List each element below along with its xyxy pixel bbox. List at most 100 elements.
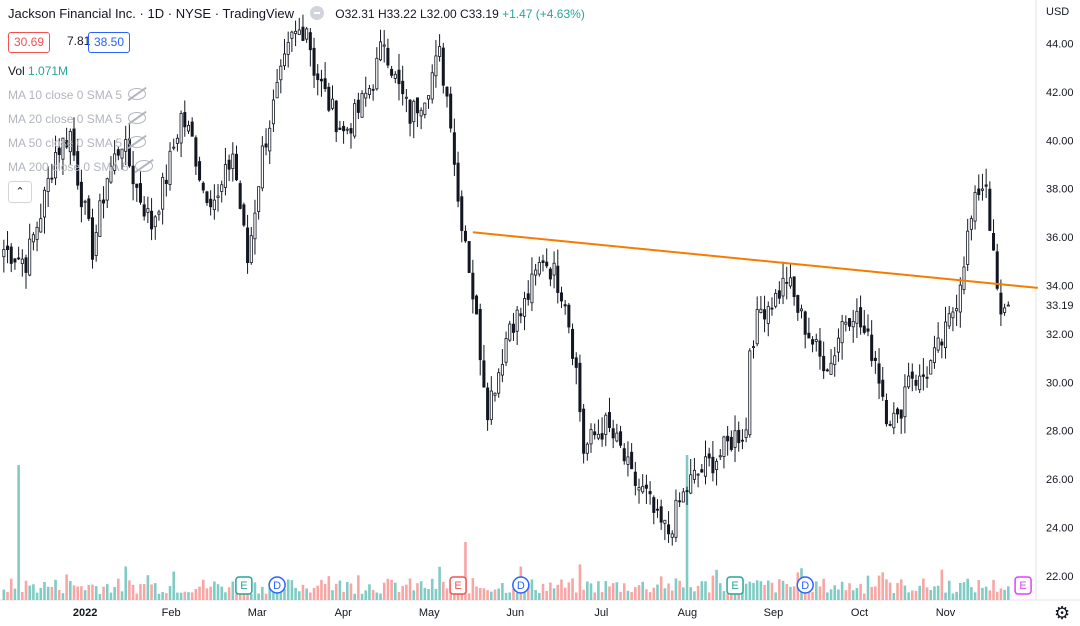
candle-body (715, 460, 719, 471)
candle-body (818, 340, 822, 357)
spread-value: 7.81 (67, 34, 91, 48)
candle-body (452, 132, 456, 165)
candle-body (242, 204, 246, 226)
ma50-legend[interactable]: MA 50 close 0 SMA 5 (8, 136, 147, 150)
candle-body (899, 409, 903, 419)
volume-bar (105, 584, 109, 600)
price-tick-label: 26.00 (1046, 474, 1074, 486)
sell-price-button[interactable]: 30.69 (8, 32, 51, 53)
candle-body (648, 491, 652, 495)
currency-label[interactable]: USD (1046, 6, 1070, 18)
candle-body (925, 376, 929, 379)
candle-body (238, 183, 242, 209)
volume-bar (508, 592, 512, 600)
candle-body (471, 272, 475, 300)
volume-bar (744, 583, 748, 600)
earnings-marker[interactable]: E (726, 576, 744, 595)
hidden-eye-icon[interactable] (128, 88, 147, 100)
volume-bar (608, 586, 611, 600)
candle-body (548, 268, 552, 280)
candle-body (929, 360, 933, 375)
volume-bar (707, 592, 711, 600)
candle-body (633, 471, 637, 486)
market-status-icon[interactable] (309, 6, 324, 20)
symbol-name[interactable]: Jackson Financial Inc. (8, 6, 136, 21)
hidden-eye-icon[interactable] (128, 112, 147, 124)
candle-body (209, 198, 213, 208)
earnings-marker[interactable]: E (449, 576, 467, 595)
volume-bar (423, 587, 427, 600)
candle-body (969, 218, 973, 230)
candle-body (482, 360, 486, 388)
buy-price-button[interactable]: 38.50 (88, 32, 131, 53)
volume-indicator-legend[interactable]: Vol 1.071M (8, 64, 69, 78)
volume-bar (76, 586, 79, 600)
volume-bar (17, 465, 20, 600)
dividend-marker[interactable]: D (796, 576, 814, 594)
ma10-legend[interactable]: MA 10 close 0 SMA 5 (8, 88, 147, 102)
volume-bar (39, 587, 43, 600)
settings-gear-icon[interactable]: ⚙ (1054, 603, 1071, 623)
ma20-legend[interactable]: MA 20 close 0 SMA 5 (8, 112, 147, 126)
volume-bar (2, 589, 6, 600)
earnings-marker[interactable]: E (235, 576, 253, 595)
volume-bar (752, 582, 755, 600)
svg-text:D: D (517, 580, 525, 592)
volume-bar (700, 581, 704, 600)
volume-bar (718, 583, 722, 600)
candle-body (659, 506, 663, 523)
volume-bar (947, 580, 951, 600)
volume-bar (190, 592, 194, 600)
volume-bar (840, 581, 844, 600)
candle-body (722, 436, 726, 457)
earnings-marker[interactable]: E (1014, 576, 1032, 595)
volume-bar (69, 580, 72, 600)
volume-bar (704, 581, 707, 600)
volume-bar (135, 593, 139, 600)
ma200-legend[interactable]: MA 200 close 0 SMA 5 (8, 160, 153, 174)
volume-bar (659, 576, 663, 600)
volume-bar (803, 593, 807, 600)
time-tick-label: Oct (851, 607, 868, 619)
candle-body (500, 364, 504, 376)
volume-bar (763, 584, 766, 600)
volume-bar (988, 590, 992, 600)
candle-body (921, 374, 925, 377)
candle-body (286, 42, 290, 55)
candle-body (135, 183, 139, 188)
candle-body (844, 321, 848, 325)
candle-body (563, 304, 567, 307)
dividend-marker[interactable]: D (512, 576, 530, 594)
collapse-legend-button[interactable]: ⌃ (8, 181, 32, 203)
volume-bar (674, 578, 678, 600)
candle-body (305, 28, 309, 40)
interval[interactable]: 1D (147, 6, 165, 21)
volume-bar (534, 590, 537, 600)
time-tick-label: Feb (162, 607, 181, 619)
hidden-eye-icon[interactable] (128, 136, 147, 148)
volume-bar (903, 585, 907, 600)
volume-bar (933, 586, 936, 600)
volume-bar (342, 591, 345, 600)
candle-body (24, 257, 28, 273)
volume-bar (541, 583, 545, 600)
candle-body (131, 165, 135, 185)
candle-body (382, 44, 386, 47)
candle-body (947, 313, 951, 327)
candle-body (54, 152, 58, 179)
candle-body (260, 145, 264, 189)
hidden-eye-icon[interactable] (134, 160, 153, 172)
candle-body (707, 453, 711, 459)
candle-body (90, 217, 94, 260)
candle-body (227, 159, 231, 170)
candle-body (980, 188, 984, 191)
candle-body (231, 153, 235, 169)
volume-bar (689, 587, 693, 600)
candle-body (168, 150, 172, 185)
dividend-marker[interactable]: D (268, 576, 286, 594)
candle-body (1006, 304, 1010, 307)
candle-body (190, 121, 194, 137)
volume-bar (984, 586, 988, 600)
candle-body (873, 357, 877, 361)
